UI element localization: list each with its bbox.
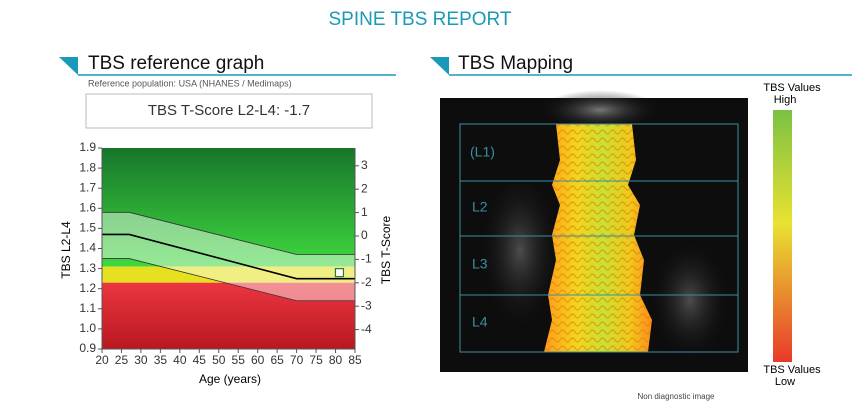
x-tick-label: 55 bbox=[232, 353, 246, 367]
scale-label: TBS Values bbox=[763, 82, 821, 94]
y2-tick-label: 1 bbox=[361, 205, 368, 219]
y2-tick-label: -4 bbox=[361, 322, 372, 336]
zone bbox=[102, 148, 355, 267]
x-tick-label: 50 bbox=[212, 353, 226, 367]
vertebra-label: L2 bbox=[472, 199, 488, 215]
x-tick-label: 85 bbox=[348, 353, 362, 367]
vertebra-label: L3 bbox=[472, 256, 488, 272]
x-tick-label: 65 bbox=[270, 353, 284, 367]
x-tick-label: 30 bbox=[134, 353, 148, 367]
y-tick-label: 0.9 bbox=[79, 341, 96, 355]
scale-label: High bbox=[774, 94, 797, 106]
tscore-box bbox=[85, 93, 373, 129]
x-tick-label: 40 bbox=[173, 353, 187, 367]
y-tick-label: 1.5 bbox=[79, 221, 96, 235]
footnote: Non diagnostic image bbox=[638, 392, 715, 401]
scale-label: TBS Values bbox=[763, 364, 821, 376]
y-tick-label: 1.9 bbox=[79, 140, 96, 154]
y-axis-label: TBS L2-L4 bbox=[59, 221, 73, 279]
header-marker bbox=[59, 57, 78, 75]
reference-line bbox=[102, 233, 355, 280]
x-tick-label: 35 bbox=[154, 353, 168, 367]
x-tick-label: 60 bbox=[251, 353, 265, 367]
x-tick-label: 80 bbox=[329, 353, 343, 367]
patient-marker bbox=[334, 268, 345, 278]
zone bbox=[102, 282, 355, 349]
reference-line bbox=[102, 211, 355, 255]
reference-line bbox=[102, 258, 355, 302]
x-tick-label: 75 bbox=[309, 353, 323, 367]
y2-axis-label: TBS T-Score bbox=[379, 215, 393, 284]
section-header: TBS reference graph bbox=[88, 53, 264, 74]
y-tick-label: 1.0 bbox=[79, 321, 96, 335]
y2-tick-label: -1 bbox=[361, 252, 372, 266]
y2-tick-label: 0 bbox=[361, 228, 368, 242]
zone bbox=[102, 266, 355, 283]
vertebra-label: L4 bbox=[472, 314, 488, 330]
scale-label: Low bbox=[775, 376, 795, 388]
y-tick-label: 1.3 bbox=[79, 261, 96, 275]
reference-band bbox=[102, 212, 355, 301]
mapping-image bbox=[440, 90, 748, 372]
x-tick-label: 20 bbox=[95, 353, 109, 367]
x-tick-label: 70 bbox=[290, 353, 304, 367]
y2-tick-label: -3 bbox=[361, 298, 372, 312]
y-tick-label: 1.2 bbox=[79, 281, 96, 295]
y-tick-label: 1.8 bbox=[79, 160, 96, 174]
color-scale bbox=[773, 110, 792, 362]
tscore-text: TBS T-Score L2-L4: -1.7 bbox=[148, 102, 310, 119]
x-tick-label: 25 bbox=[115, 353, 129, 367]
vertebra-label: (L1) bbox=[470, 144, 495, 160]
x-tick-label: 45 bbox=[193, 353, 207, 367]
y-tick-label: 1.6 bbox=[79, 200, 96, 214]
y2-tick-label: 2 bbox=[361, 181, 368, 195]
y-tick-label: 1.1 bbox=[79, 301, 96, 315]
y2-tick-label: 3 bbox=[361, 158, 368, 172]
section-header: TBS Mapping bbox=[458, 53, 573, 74]
reference-population: Reference population: USA (NHANES / Medi… bbox=[88, 78, 292, 88]
y-tick-label: 1.4 bbox=[79, 241, 96, 255]
header-marker bbox=[430, 57, 449, 75]
report-title: SPINE TBS REPORT bbox=[328, 9, 511, 30]
y2-tick-label: -2 bbox=[361, 275, 372, 289]
y-tick-label: 1.7 bbox=[79, 180, 96, 194]
x-axis-label: Age (years) bbox=[199, 372, 261, 386]
